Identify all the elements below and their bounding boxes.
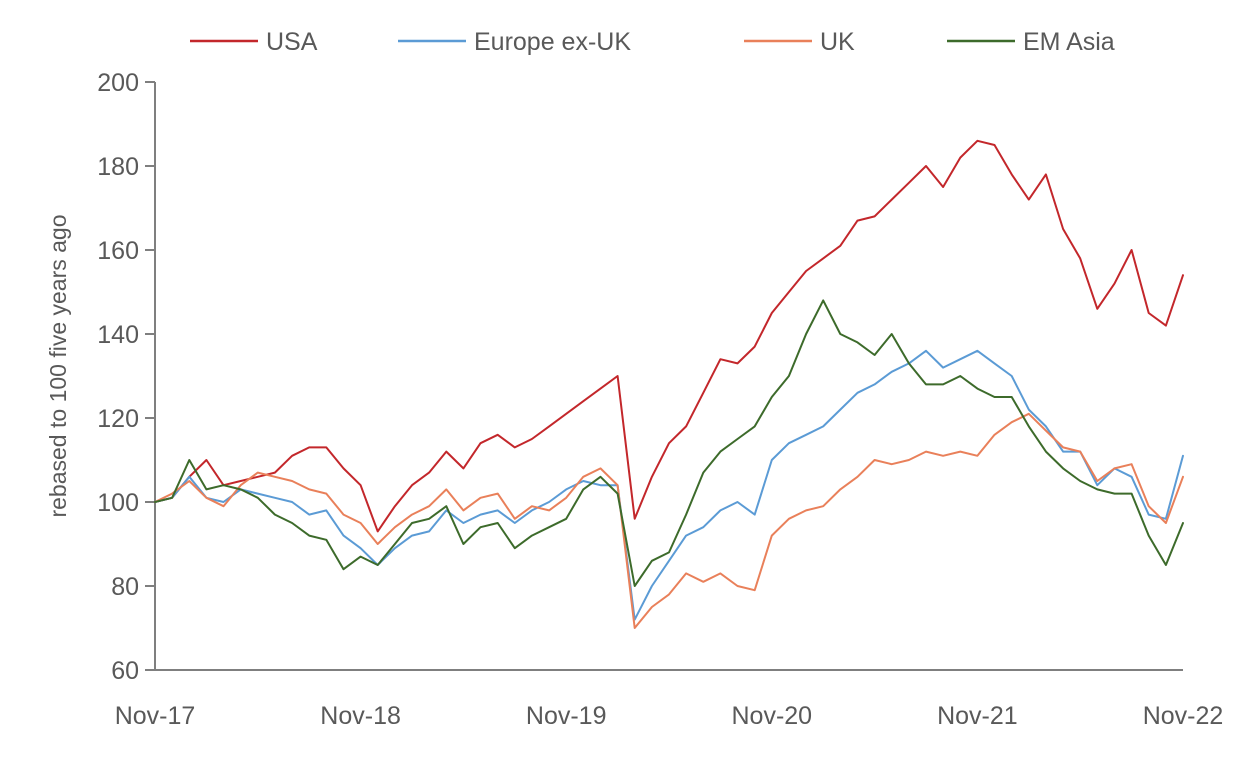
x-tick-label: Nov-20 xyxy=(732,702,813,730)
legend: USA Europe ex-UK UK EM Asia xyxy=(190,28,1115,56)
legend-label: USA xyxy=(266,28,318,56)
y-ticks: 60 80 100 120 140 160 180 200 xyxy=(97,69,155,685)
y-tick-label: 120 xyxy=(97,405,139,433)
x-tick-label: Nov-17 xyxy=(115,702,196,730)
legend-label: EM Asia xyxy=(1023,28,1115,56)
y-tick-label: 200 xyxy=(97,69,139,97)
legend-label: UK xyxy=(820,28,855,56)
y-tick-label: 160 xyxy=(97,237,139,265)
series-line-em-asia xyxy=(154,299,1184,587)
legend-label: Europe ex-UK xyxy=(474,28,631,56)
y-tick-label: 100 xyxy=(97,489,139,517)
x-tick-label: Nov-21 xyxy=(937,702,1018,730)
x-tick-label: Nov-19 xyxy=(526,702,607,730)
x-ticks: Nov-17 Nov-18 Nov-19 Nov-20 Nov-21 Nov-22 xyxy=(115,702,1224,730)
y-tick-label: 180 xyxy=(97,153,139,181)
x-tick-label: Nov-18 xyxy=(320,702,401,730)
x-tick-label: Nov-22 xyxy=(1143,702,1224,730)
series-line-europe-ex-uk xyxy=(154,349,1184,621)
series-group xyxy=(154,139,1184,629)
y-axis-label: rebased to 100 five years ago xyxy=(45,214,71,517)
y-tick-label: 80 xyxy=(111,573,139,601)
series-line-usa xyxy=(154,139,1184,533)
series-line-uk xyxy=(154,412,1184,629)
y-tick-label: 60 xyxy=(111,657,139,685)
y-tick-label: 140 xyxy=(97,321,139,349)
